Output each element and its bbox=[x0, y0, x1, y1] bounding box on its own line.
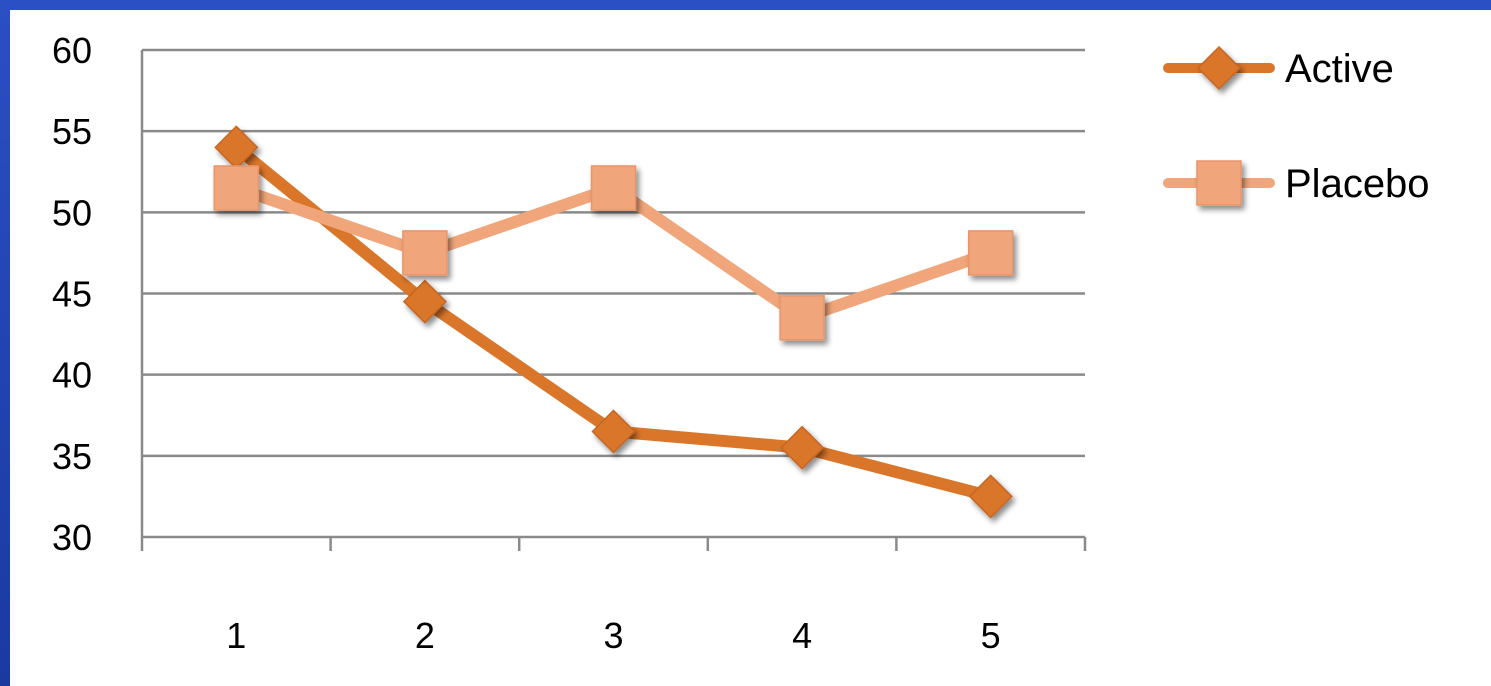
gridlines bbox=[142, 48, 1085, 458]
x-tick-label-2: 2 bbox=[415, 615, 435, 656]
legend: Active Placebo bbox=[1163, 45, 1430, 206]
y-tick-label-30: 30 bbox=[52, 517, 92, 558]
point-active-3 bbox=[591, 409, 636, 454]
y-tick-label-55: 55 bbox=[52, 111, 92, 152]
series-placebo bbox=[213, 165, 1014, 341]
x-tick-label-1: 1 bbox=[226, 615, 246, 656]
point-active-2 bbox=[402, 279, 447, 324]
x-tick-label-3: 3 bbox=[603, 615, 623, 656]
point-active-4 bbox=[780, 425, 825, 470]
point-placebo-3 bbox=[590, 165, 637, 211]
point-placebo-4 bbox=[779, 295, 825, 341]
x-tick-label-4: 4 bbox=[792, 615, 812, 656]
point-placebo-1 bbox=[213, 165, 260, 211]
y-tick-labels: 30 35 40 45 50 55 60 bbox=[52, 30, 92, 558]
point-active-5 bbox=[968, 474, 1013, 519]
chart-panel bbox=[10, 10, 1491, 686]
x-tick-label-5: 5 bbox=[981, 615, 1001, 656]
legend-marker-active bbox=[1196, 45, 1242, 91]
legend-label-active: Active bbox=[1285, 47, 1394, 91]
legend-item-active: Active bbox=[1163, 45, 1394, 91]
y-tick-label-40: 40 bbox=[52, 355, 92, 396]
legend-marker-placebo bbox=[1196, 160, 1242, 206]
y-tick-label-35: 35 bbox=[52, 436, 92, 477]
axes bbox=[140, 50, 1087, 551]
y-tick-label-60: 60 bbox=[52, 30, 92, 71]
y-tick-label-50: 50 bbox=[52, 192, 92, 233]
x-tick-labels: 1 2 3 4 5 bbox=[226, 615, 1000, 656]
series-layer bbox=[213, 125, 1014, 519]
legend-label-placebo: Placebo bbox=[1285, 162, 1430, 206]
y-tick-label-45: 45 bbox=[52, 274, 92, 315]
point-placebo-5 bbox=[967, 230, 1014, 276]
point-placebo-2 bbox=[402, 230, 448, 276]
legend-item-placebo: Placebo bbox=[1163, 160, 1430, 206]
